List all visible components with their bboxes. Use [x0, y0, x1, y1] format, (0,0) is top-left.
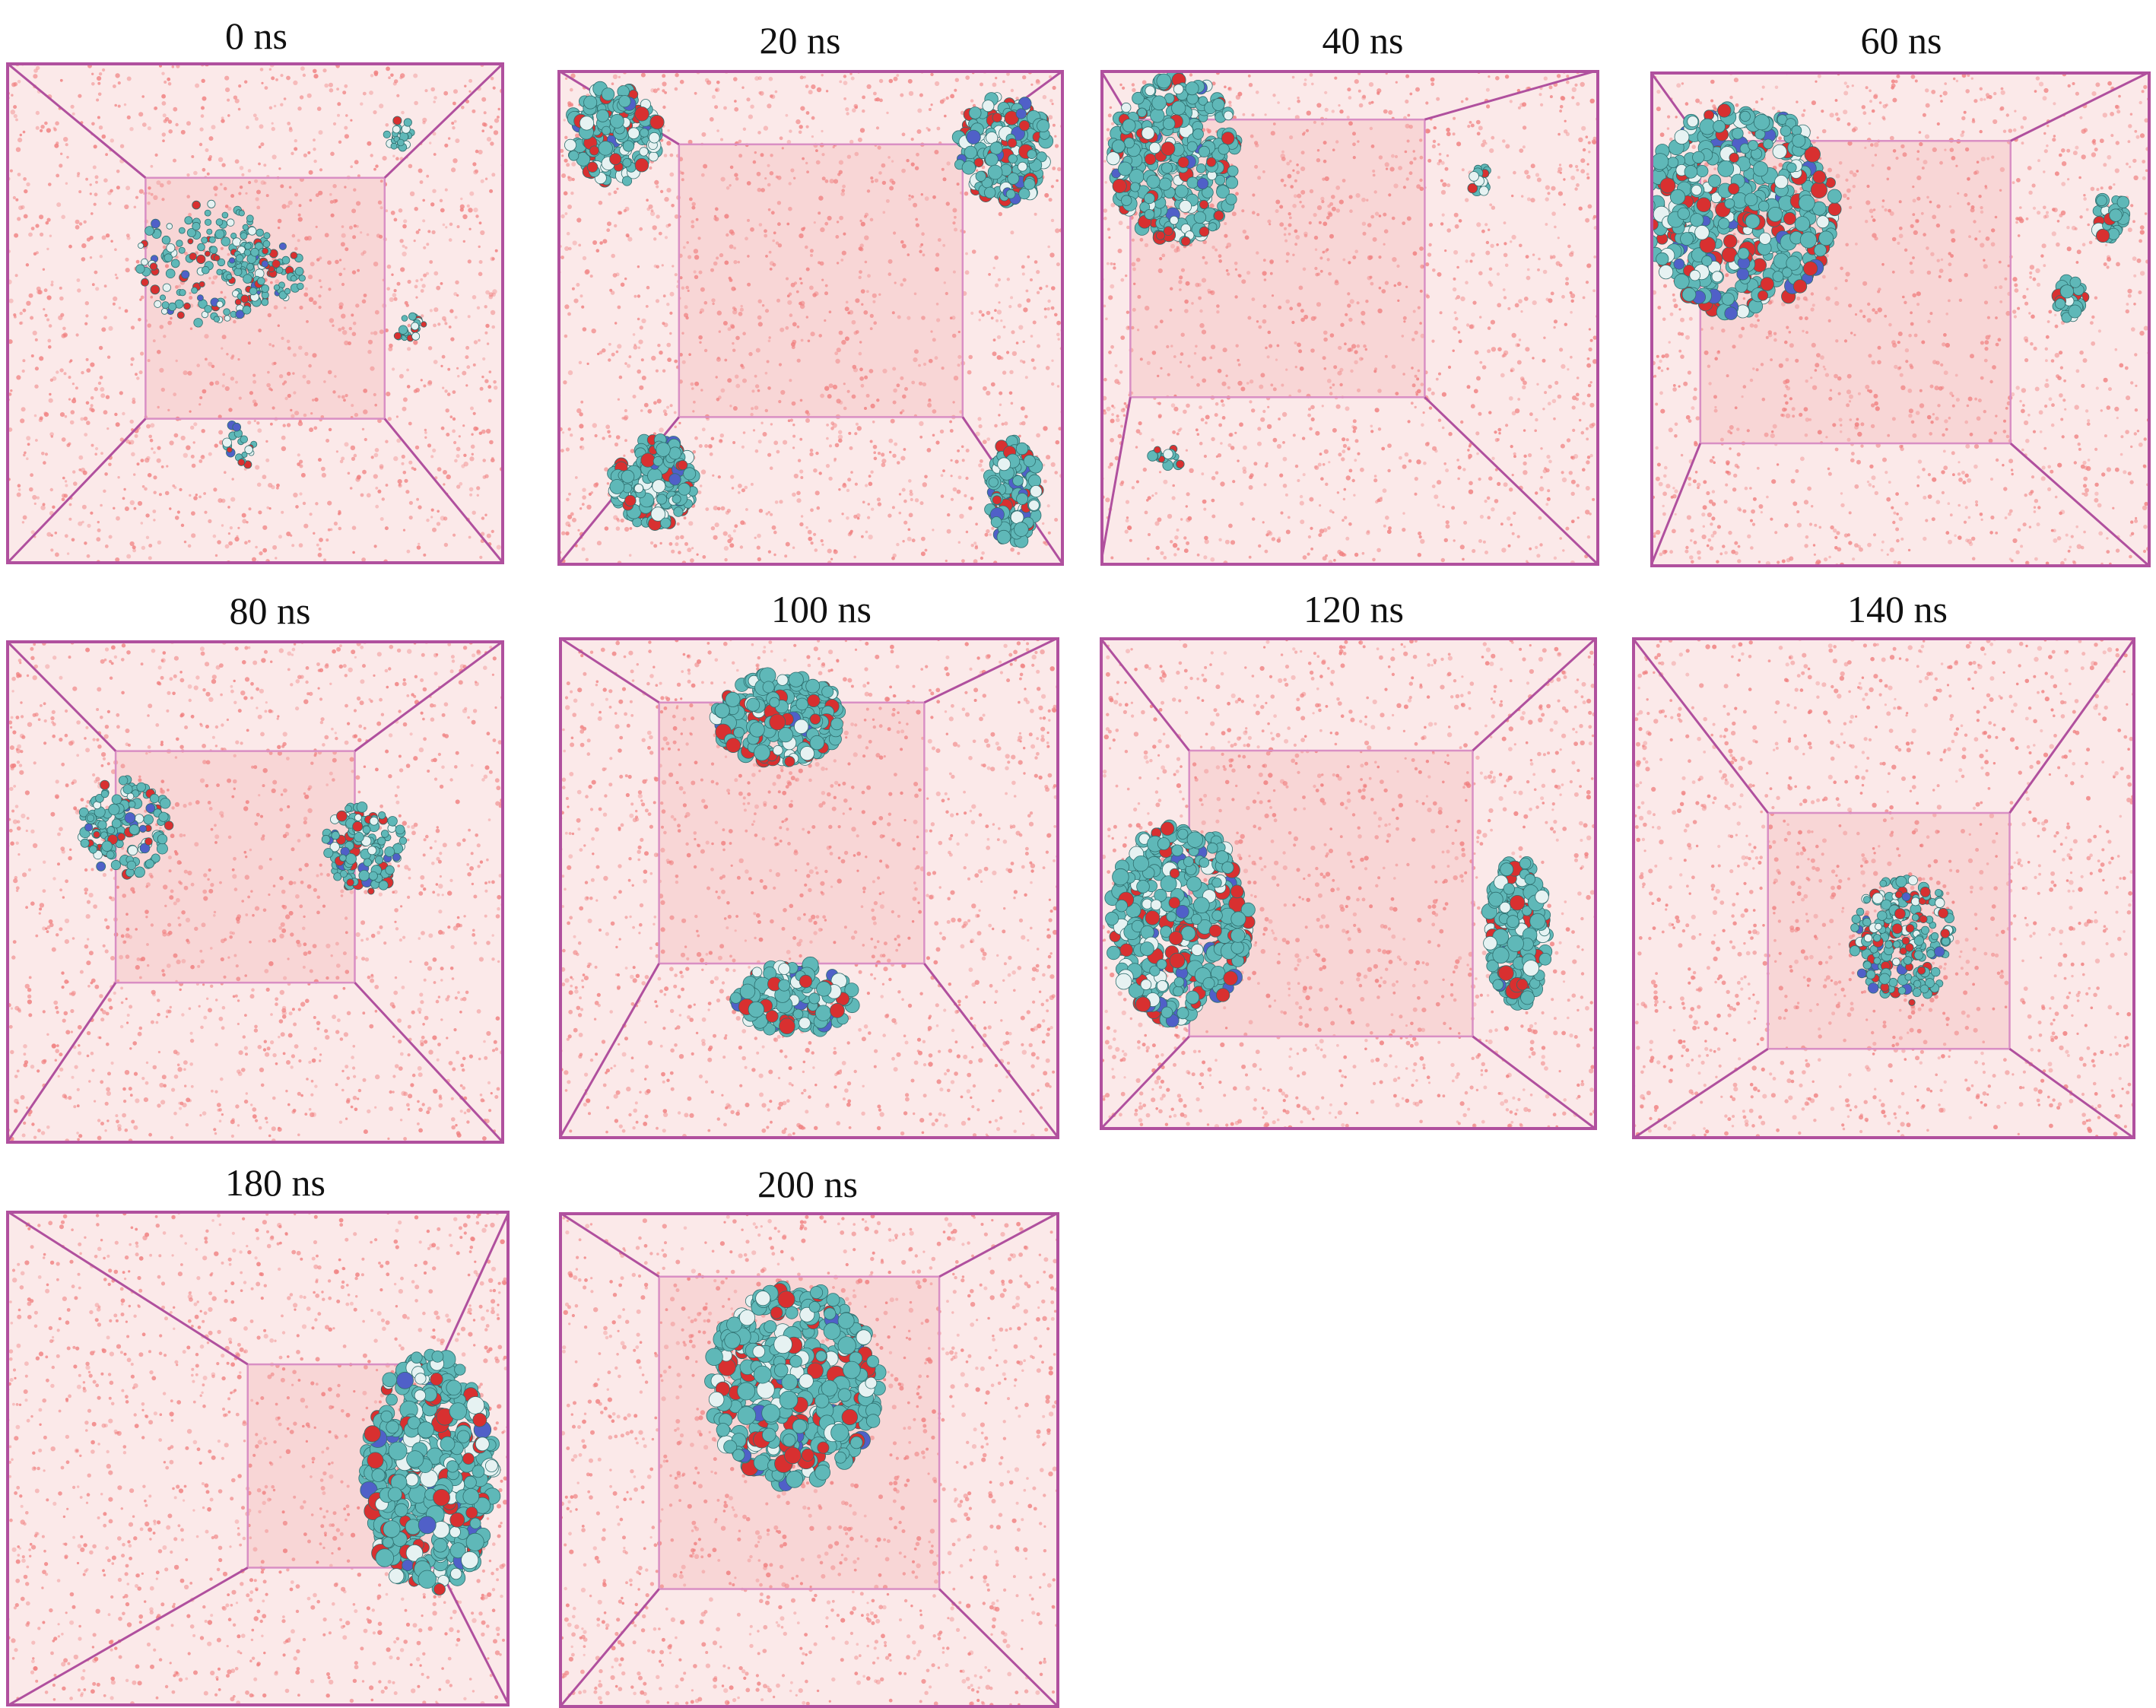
- molecule-cluster: [1848, 875, 1957, 1006]
- panel-time-label: 140 ns: [1847, 588, 1948, 630]
- molecule-cluster: [1106, 70, 1243, 246]
- molecule-cluster: [1650, 101, 1842, 321]
- molecule-cluster: [1104, 819, 1256, 1028]
- simulation-box-snapshot: [6, 62, 504, 564]
- molecule-cluster: [951, 92, 1054, 208]
- molecule-cluster: [321, 802, 408, 895]
- water-molecules: [6, 1211, 510, 1706]
- box-perspective-edges: [6, 1211, 510, 1706]
- simulation-box-snapshot: [559, 1212, 1059, 1708]
- panel-time-label: 180 ns: [225, 1161, 325, 1204]
- simulation-box-snapshot: [557, 70, 1064, 566]
- molecule-cluster: [704, 1281, 887, 1492]
- panel-time-label: 20 ns: [759, 19, 841, 62]
- box-frame: [559, 1212, 1059, 1708]
- molecule-cluster: [2091, 192, 2131, 244]
- water-molecules: [6, 62, 504, 564]
- molecule-cluster: [1147, 444, 1185, 471]
- molecule-cluster: [607, 433, 700, 532]
- molecule-cluster: [77, 775, 174, 880]
- simulation-box-snapshot: [1632, 637, 2135, 1139]
- panel-time-label: 80 ns: [229, 589, 311, 632]
- box-frame: [6, 62, 504, 564]
- box-frame: [1100, 70, 1599, 566]
- molecule-cluster: [393, 312, 427, 342]
- panel-time-label: 200 ns: [757, 1163, 858, 1205]
- box-frame: [1632, 637, 2135, 1139]
- simulation-box-snapshot: [1100, 70, 1599, 566]
- molecule-cluster: [358, 1348, 501, 1595]
- box-perspective-edges: [559, 1212, 1059, 1708]
- molecule-cluster: [2051, 274, 2090, 323]
- box-perspective-edges: [6, 62, 504, 564]
- panel-time-label: 0 ns: [225, 14, 287, 57]
- simulation-box-snapshot: [6, 1211, 510, 1706]
- molecule-cluster: [383, 116, 415, 152]
- box-perspective-edges: [1100, 637, 1597, 1130]
- molecule-cluster: [1467, 163, 1491, 197]
- box-frame: [1100, 637, 1597, 1130]
- molecule-cluster: [983, 434, 1044, 548]
- panel-time-label: 60 ns: [1860, 19, 1942, 62]
- simulation-box-snapshot: [1100, 637, 1597, 1130]
- molecule-cluster: [1481, 856, 1554, 1011]
- panel-time-label: 100 ns: [771, 588, 872, 630]
- box-frame: [1650, 71, 2151, 567]
- box-frame: [6, 1211, 510, 1706]
- molecule-cluster: [729, 956, 860, 1037]
- simulation-box-snapshot: [1650, 71, 2151, 567]
- molecule-cluster: [564, 81, 665, 188]
- panel-time-label: 120 ns: [1303, 588, 1404, 630]
- box-perspective-edges: [1100, 70, 1599, 566]
- box-frame: [557, 70, 1064, 566]
- box-frame: [6, 640, 504, 1144]
- simulation-box-snapshot: [6, 640, 504, 1144]
- molecule-cluster: [709, 667, 846, 768]
- panel-time-label: 40 ns: [1322, 19, 1404, 62]
- molecule-cluster: [222, 421, 258, 469]
- simulation-box-snapshot: [559, 637, 1059, 1139]
- water-molecules: [6, 640, 504, 1144]
- water-molecules: [1100, 70, 1599, 566]
- molecule-cluster: [222, 242, 306, 306]
- box-frame: [559, 637, 1059, 1139]
- box-perspective-edges: [1632, 637, 2135, 1139]
- water-dense-core: [678, 144, 963, 417]
